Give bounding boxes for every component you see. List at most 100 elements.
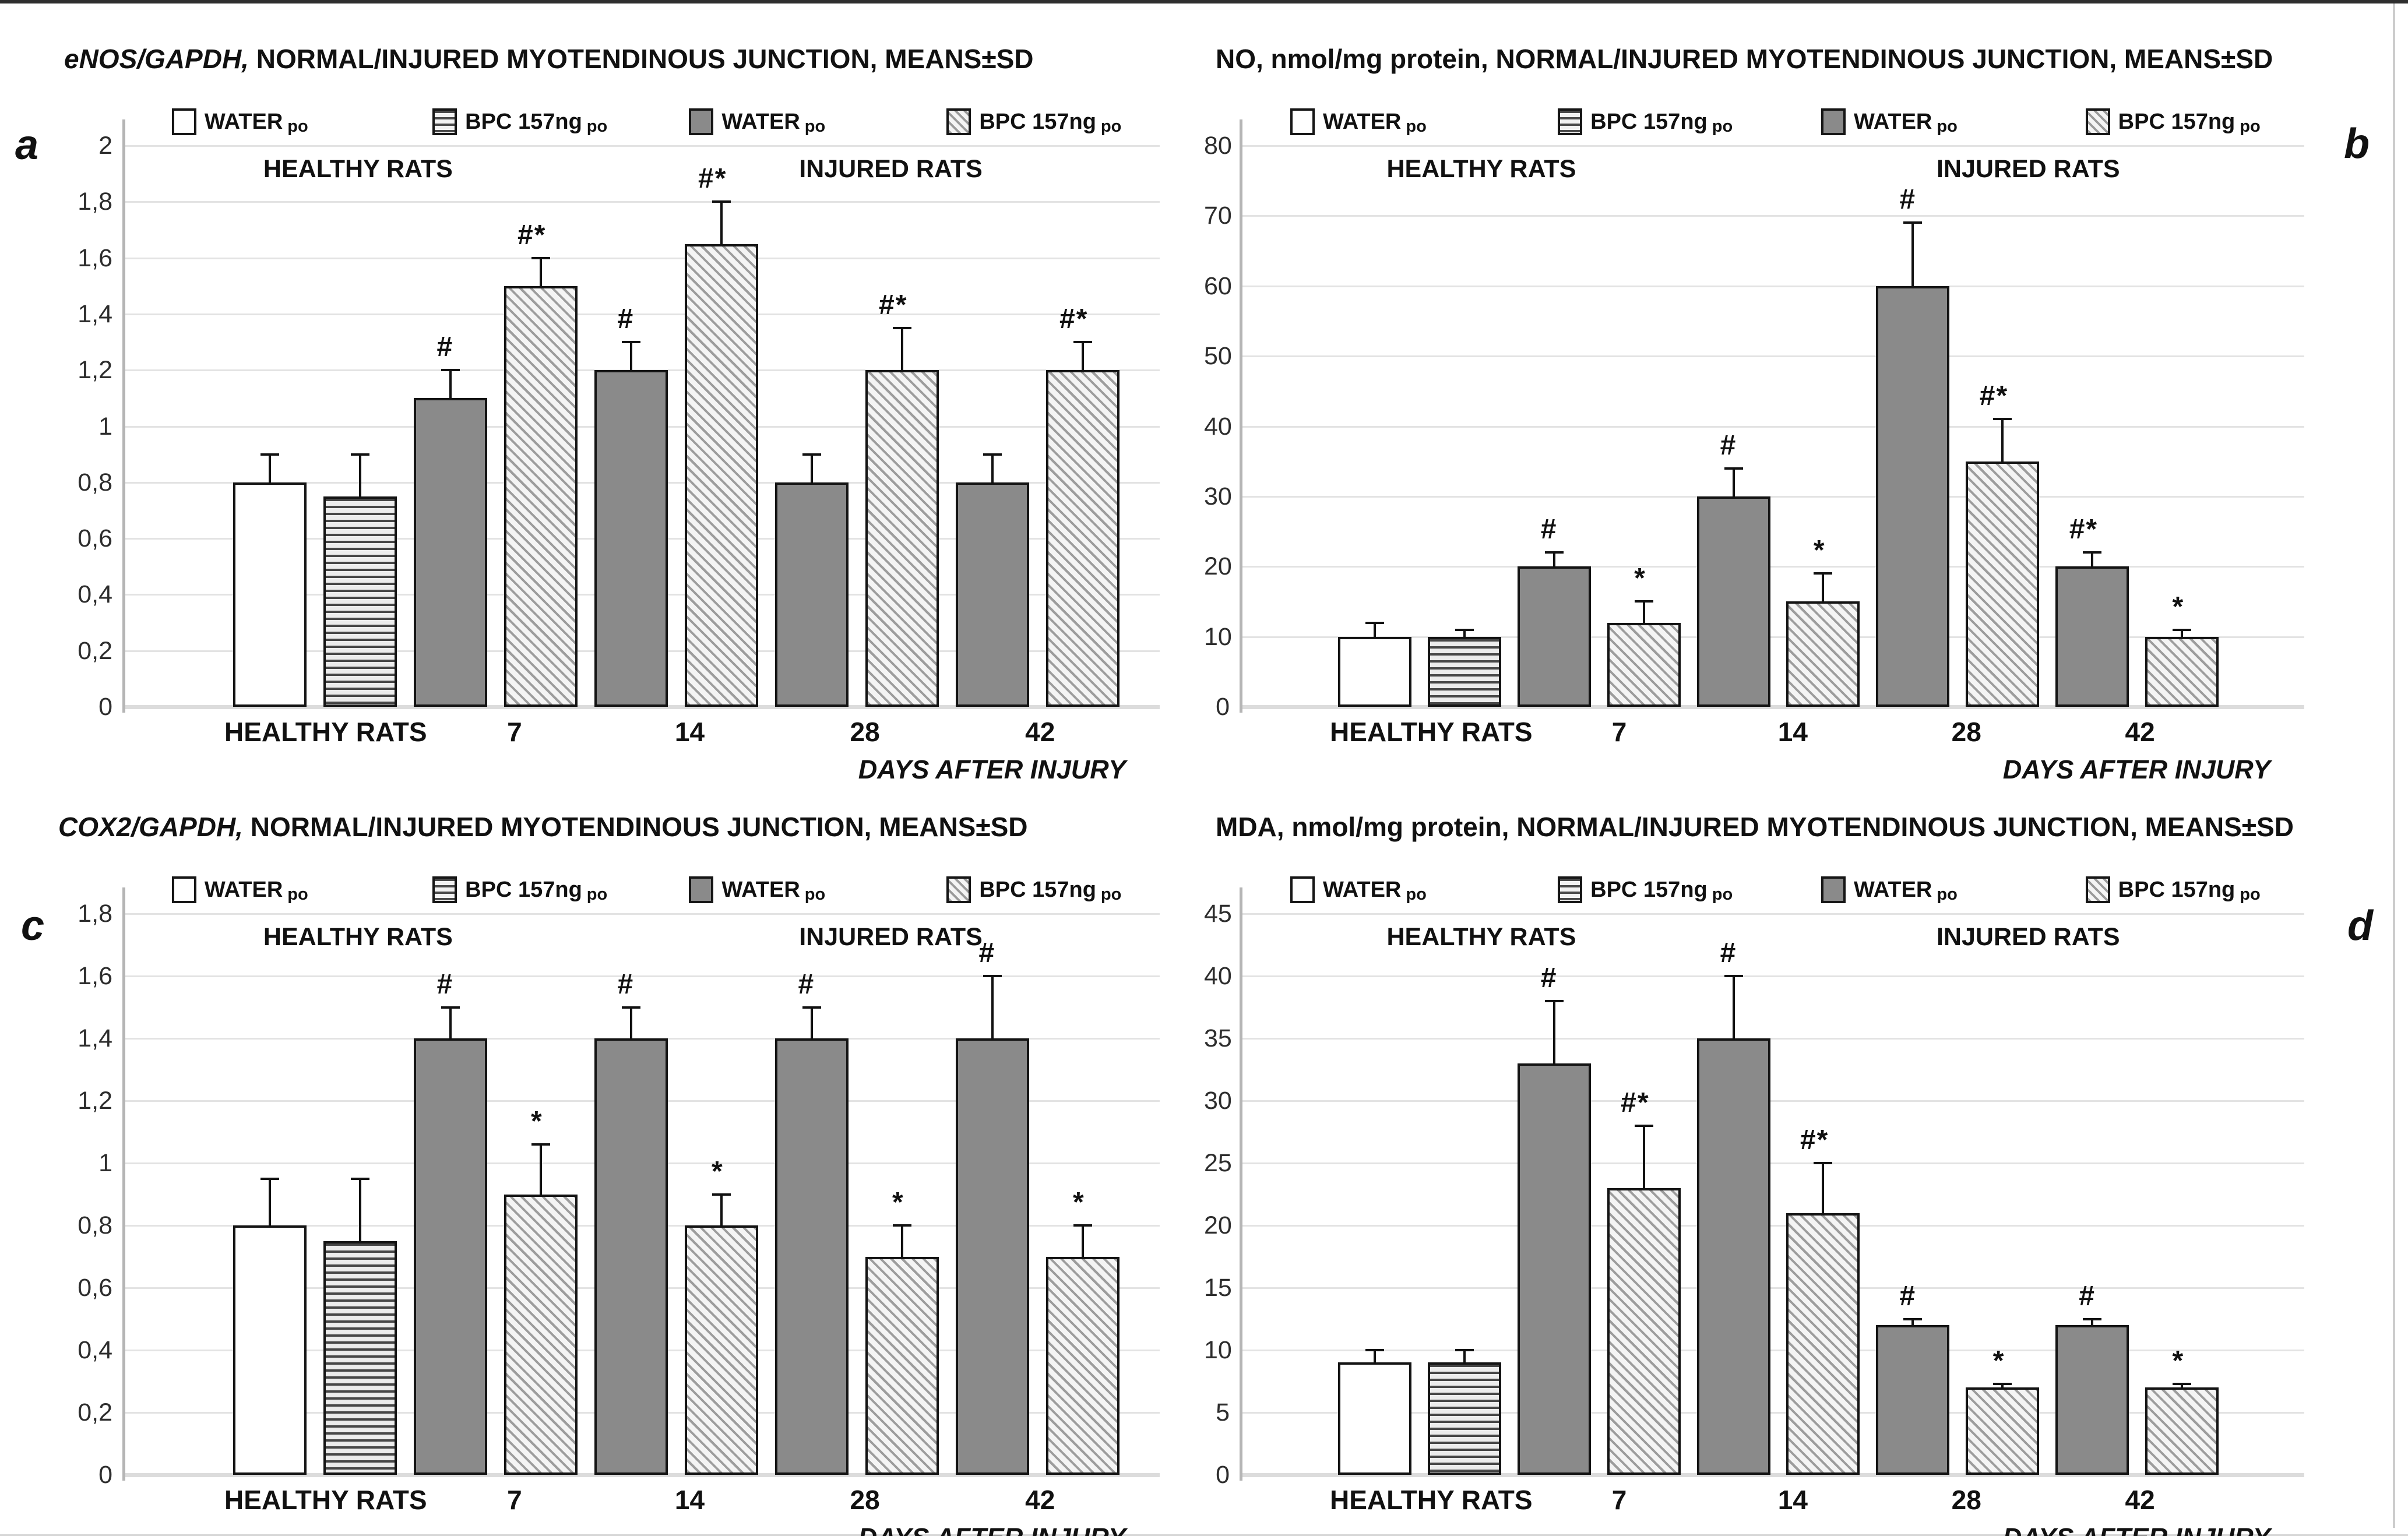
significance-marker: * bbox=[1634, 563, 1646, 594]
legend-swatch-hstripe-icon bbox=[432, 108, 457, 135]
bar-dstripe bbox=[2145, 636, 2219, 707]
bar-dstripe bbox=[1786, 1213, 1860, 1475]
y-tick-label: 20 bbox=[1204, 552, 1232, 581]
plot-canvas: WATER po BPC 157ng po WATER po BPC 157ng po HEAL… bbox=[1242, 876, 2304, 1477]
significance-marker: * bbox=[1072, 1187, 1085, 1218]
significance-marker: * bbox=[2172, 591, 2185, 622]
y-axis-line bbox=[1240, 119, 1242, 713]
error-bar-stem bbox=[1373, 1350, 1376, 1364]
error-bar-stem bbox=[629, 1007, 632, 1040]
legend-swatch-solid-icon bbox=[1821, 108, 1846, 135]
bar-slot: # bbox=[1509, 914, 1599, 1475]
error-bar-cap bbox=[1814, 572, 1833, 575]
legend-swatch-hstripe-icon bbox=[1558, 108, 1583, 135]
legend-label: BPC 157ng po bbox=[1590, 109, 1733, 136]
significance-marker: # bbox=[1899, 1280, 1917, 1312]
x-tick-label: HEALTHY RATS bbox=[224, 1485, 427, 1515]
bar-dstripe bbox=[504, 286, 578, 707]
group-label-injured: INJURED RATS bbox=[799, 923, 983, 951]
gridline bbox=[125, 975, 1160, 977]
legend-label: WATER po bbox=[1853, 109, 1958, 136]
gridline bbox=[125, 257, 1160, 259]
gridline bbox=[125, 145, 1160, 147]
gridline bbox=[125, 201, 1160, 203]
bar-solid bbox=[1876, 1325, 1950, 1475]
bar-slot: # bbox=[947, 914, 1037, 1475]
error-bar-cap bbox=[1365, 621, 1384, 624]
error-bar-cap bbox=[712, 200, 731, 203]
legend-swatch-solid-icon bbox=[1821, 876, 1846, 903]
legend-label-unit: po bbox=[1406, 885, 1427, 904]
legend-item-solid: WATER po bbox=[689, 876, 825, 904]
y-tick-label: 80 bbox=[1204, 132, 1232, 160]
legend-swatch-dstripe-icon bbox=[946, 876, 971, 903]
significance-marker: * bbox=[530, 1105, 543, 1137]
gridline bbox=[1242, 1225, 2304, 1227]
error-bar-cap bbox=[2173, 628, 2192, 631]
gridline bbox=[1242, 1038, 2304, 1040]
bar-solid bbox=[413, 1038, 487, 1475]
legend-swatch-dstripe-icon bbox=[2085, 876, 2110, 903]
gridline bbox=[1242, 1412, 2304, 1414]
x-tick-label: 7 bbox=[507, 717, 522, 747]
panel-label-b: b bbox=[2344, 121, 2370, 167]
y-tick-label: 35 bbox=[1204, 1024, 1232, 1052]
bar-solid bbox=[1876, 286, 1950, 707]
legend-item-white: WATER po bbox=[171, 876, 308, 904]
bars-container: # * # * # #* #* * bbox=[1242, 146, 2304, 707]
y-tick-label: 0,8 bbox=[78, 468, 112, 496]
y-axis-line bbox=[122, 119, 125, 713]
bar-slot: #* bbox=[1958, 146, 2047, 707]
error-bar-stem bbox=[720, 1194, 723, 1227]
bar-dstripe bbox=[865, 1256, 939, 1475]
chart-title-italic: eNOS/GAPDH, bbox=[64, 44, 249, 74]
bar-white bbox=[233, 1225, 307, 1475]
legend-label: WATER po bbox=[1853, 877, 1958, 904]
legend-label: WATER po bbox=[1322, 109, 1427, 136]
legend-label-unit: po bbox=[1100, 117, 1122, 136]
x-tick-label: 42 bbox=[1025, 1485, 1055, 1515]
error-bar-stem bbox=[1463, 1350, 1466, 1364]
bar-slot: * bbox=[2137, 146, 2227, 707]
chart-title-rest: MDA, nmol/mg protein, NORMAL/INJURED MYO… bbox=[1216, 812, 2294, 842]
y-tick-label: 0 bbox=[98, 1461, 112, 1489]
y-tick-label: 0 bbox=[98, 693, 112, 721]
error-bar-stem bbox=[810, 454, 813, 484]
gridline bbox=[1242, 215, 2304, 217]
y-tick-label: 1,2 bbox=[78, 1087, 112, 1115]
error-bar-cap bbox=[892, 1224, 911, 1227]
bar-dstripe bbox=[1607, 622, 1681, 707]
error-bar-stem bbox=[629, 342, 632, 372]
gridline bbox=[1242, 355, 2304, 358]
significance-marker: # bbox=[436, 332, 454, 363]
legend-label-unit: po bbox=[2240, 117, 2261, 136]
error-bar-stem bbox=[1463, 629, 1466, 638]
legend-label: BPC 157ng po bbox=[465, 877, 608, 904]
y-tick-label: 0,8 bbox=[78, 1211, 112, 1239]
bar-white bbox=[233, 482, 307, 707]
error-bar-stem bbox=[1911, 223, 1914, 287]
bar-slot: * bbox=[1958, 914, 2047, 1475]
error-bar-stem bbox=[2091, 1319, 2094, 1327]
legend-swatch-dstripe-icon bbox=[946, 108, 971, 135]
bar-slot: # bbox=[586, 146, 676, 707]
x-axis-caption: DAYS AFTER INJURY bbox=[2003, 1523, 2270, 1536]
error-bar-stem bbox=[449, 1007, 452, 1040]
x-tick-label: 14 bbox=[674, 1485, 705, 1515]
significance-marker: * bbox=[892, 1187, 904, 1218]
error-bar-cap bbox=[441, 1006, 460, 1009]
legend-item-dstripe: BPC 157ng po bbox=[2085, 108, 2261, 136]
error-bar-stem bbox=[1552, 552, 1555, 568]
error-bar-stem bbox=[2181, 1383, 2184, 1389]
bar-dstripe bbox=[865, 370, 939, 707]
x-tick-label: 28 bbox=[1951, 1485, 1981, 1515]
significance-marker: * bbox=[2172, 1345, 2185, 1376]
error-bar-cap bbox=[1993, 418, 2012, 421]
plot-area: WATER po BPC 157ng po WATER po BPC 157ng po HEAL… bbox=[1204, 6, 2408, 784]
x-axis-caption: DAYS AFTER INJURY bbox=[2002, 755, 2270, 784]
bar-slot: * bbox=[495, 914, 586, 1475]
error-bar-cap bbox=[1724, 467, 1743, 470]
gridline bbox=[125, 705, 1160, 709]
chart-title: MDA, nmol/mg protein, NORMAL/INJURED MYO… bbox=[1216, 811, 2294, 843]
group-label-healthy: HEALTHY RATS bbox=[1386, 923, 1576, 951]
